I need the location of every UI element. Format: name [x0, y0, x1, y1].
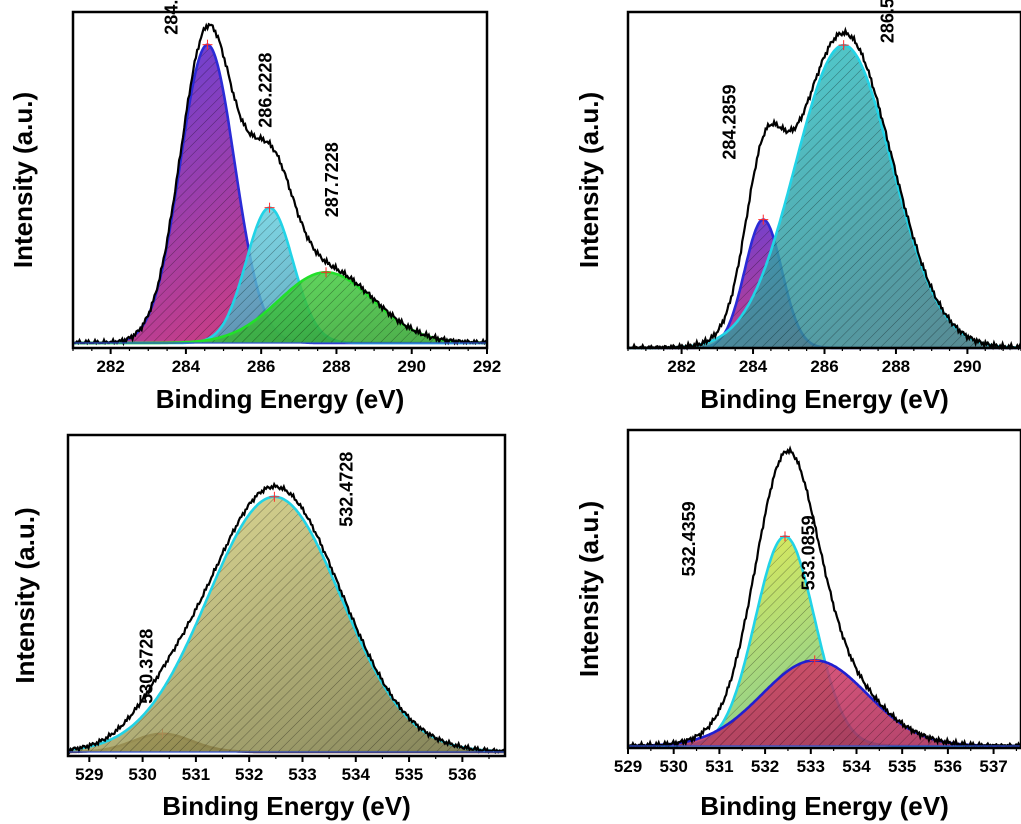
x-tick-label: 535 [395, 765, 423, 784]
x-tick-label: 533 [288, 765, 316, 784]
plot-frame [66, 433, 507, 758]
peak-line-2 [67, 495, 506, 753]
x-axis-label: Binding Energy (eV) [700, 791, 948, 821]
x-tick-label: 286 [247, 357, 275, 376]
x-tick-label: 529 [75, 765, 103, 784]
x-tick-label: 535 [888, 757, 916, 776]
peak-label-2: 532.4728 [336, 452, 356, 527]
envelope-line [627, 26, 1021, 351]
xps-panel-4: 532.4359 533.0859 529 530 531 532 533 534 535 536… [574, 428, 1021, 821]
y-axis-label: Intensity (a.u.) [10, 507, 40, 683]
peak-label-2: 286.2228 [256, 53, 276, 128]
envelope-line [66, 481, 506, 755]
x-tick-label: 286 [810, 357, 838, 376]
x-tick-label: 284 [739, 357, 768, 376]
xps-panel-2: 284.2859 286.5359 282 284 286 288 290 Binding E… [574, 0, 1021, 414]
x-tick-label: 282 [667, 357, 695, 376]
x-tick-label: 292 [473, 357, 501, 376]
x-tick-label: 537 [979, 757, 1007, 776]
peak-hatch-3 [73, 272, 487, 343]
x-tick-label: 533 [797, 757, 825, 776]
peak-label-1: 284.5728 [162, 0, 182, 35]
x-tick-label: 288 [322, 357, 350, 376]
peak-hatch-2 [73, 207, 487, 343]
x-tick-label: 536 [448, 765, 476, 784]
envelope-line [627, 445, 1021, 749]
peak-hatch-2 [68, 496, 505, 752]
peak-hatch-2 [628, 660, 1021, 746]
y-axis-label: Intensity (a.u.) [574, 501, 604, 677]
plot-frame [626, 428, 1021, 750]
x-tick-label: 532 [235, 765, 263, 784]
x-axis-label: Binding Energy (eV) [700, 384, 948, 414]
xps-panel-1: 284.5728 286.2228 287.7228 282 284 286 288 290 2… [8, 0, 501, 414]
envelope-line [73, 22, 488, 347]
x-tick-label: 282 [96, 357, 124, 376]
x-tick-label: 531 [182, 765, 210, 784]
x-tick-label: 290 [398, 357, 426, 376]
x-tick-label: 534 [842, 757, 871, 776]
x-tick-label: 534 [342, 765, 371, 784]
x-tick-label: 530 [128, 765, 156, 784]
peak-label-3: 287.7228 [322, 142, 342, 217]
x-tick-label: 529 [614, 757, 642, 776]
y-axis-label: Intensity (a.u.) [574, 92, 604, 268]
peak-label-2: 533.0859 [799, 515, 819, 590]
x-tick-label: 284 [172, 357, 201, 376]
peak-label-2: 286.5359 [878, 0, 898, 43]
x-axis-label: Binding Energy (eV) [156, 384, 404, 414]
peak-label-1: 284.2859 [719, 85, 739, 160]
x-tick-label: 536 [934, 757, 962, 776]
peak-label-1: 532.4359 [679, 501, 699, 576]
x-tick-label: 290 [953, 357, 981, 376]
peak-hatch-2 [628, 45, 1021, 348]
x-axis-label: Binding Energy (eV) [162, 791, 410, 821]
y-axis-label: Intensity (a.u.) [8, 92, 38, 268]
peak-hatch-1 [73, 44, 487, 343]
x-tick-label: 530 [660, 757, 688, 776]
x-tick-label: 532 [751, 757, 779, 776]
x-tick-label: 531 [705, 757, 733, 776]
x-tick-label: 288 [882, 357, 910, 376]
